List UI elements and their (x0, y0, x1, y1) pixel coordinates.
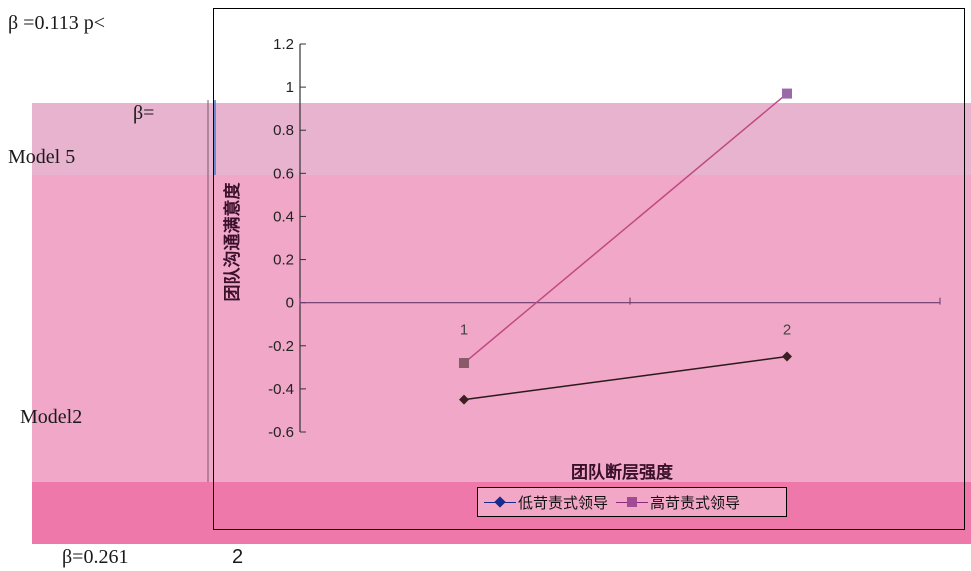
diamond-marker (782, 351, 792, 362)
y-axis-title: 团队沟通满意度 (222, 182, 243, 302)
x-axis-title: 团队断层强度 (571, 462, 674, 483)
bottom-beta-text: β=0.261 (62, 546, 129, 568)
y-tick-label: 0 (286, 295, 294, 312)
diamond-marker (459, 394, 469, 405)
bottom-number-text: 2 (232, 546, 244, 568)
y-tick-label: 1.2 (273, 36, 294, 53)
model2-label: Model2 (20, 406, 83, 428)
y-tick-label: -0.2 (268, 338, 294, 355)
series-line-2 (463, 93, 788, 364)
background-band-mid (32, 175, 971, 482)
y-tick-label: 1 (286, 79, 294, 96)
beta-equals-text: β= (133, 102, 155, 124)
x-category-label: 2 (783, 322, 791, 339)
y-tick-label: -0.6 (268, 424, 294, 441)
y-tick-label: 0.8 (273, 122, 294, 139)
square-marker-icon (616, 495, 649, 509)
diamond-marker-icon (484, 495, 516, 509)
top-beta-text: β =0.113 p< (8, 12, 105, 34)
square-marker (459, 358, 469, 369)
y-tick-label: 0.4 (273, 208, 294, 225)
y-tick-label: 0.2 (273, 252, 294, 269)
background-band-light (32, 103, 971, 175)
series-line-1 (463, 355, 788, 401)
x-category-label: 1 (460, 322, 468, 339)
legend-item-high: 高苛责式领导 (616, 492, 740, 513)
y-tick-label: 0.6 (273, 165, 294, 182)
square-marker (782, 88, 792, 99)
model5-label: Model 5 (8, 146, 76, 168)
chart-frame (213, 8, 965, 530)
chart-legend: 低苛责式领导 高苛责式领导 (477, 487, 787, 517)
legend-label-low: 低苛责式领导 (518, 493, 609, 512)
legend-item-low: 低苛责式领导 (484, 492, 608, 513)
y-tick-label: -0.4 (268, 381, 294, 398)
legend-label-high: 高苛责式领导 (650, 493, 741, 512)
